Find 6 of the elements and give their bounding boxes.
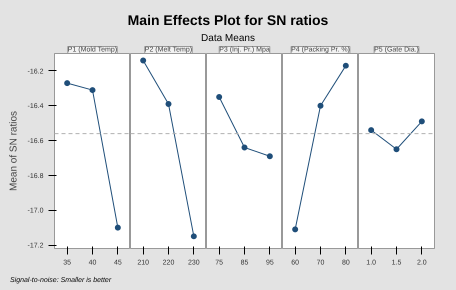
chart-title: Main Effects Plot for SN ratios	[126, 11, 330, 30]
y-axis-title: Mean of SN ratios	[8, 110, 20, 192]
point	[114, 224, 121, 231]
point	[64, 80, 70, 86]
point	[90, 87, 96, 94]
chart-subtitle: Data Means	[200, 32, 256, 46]
